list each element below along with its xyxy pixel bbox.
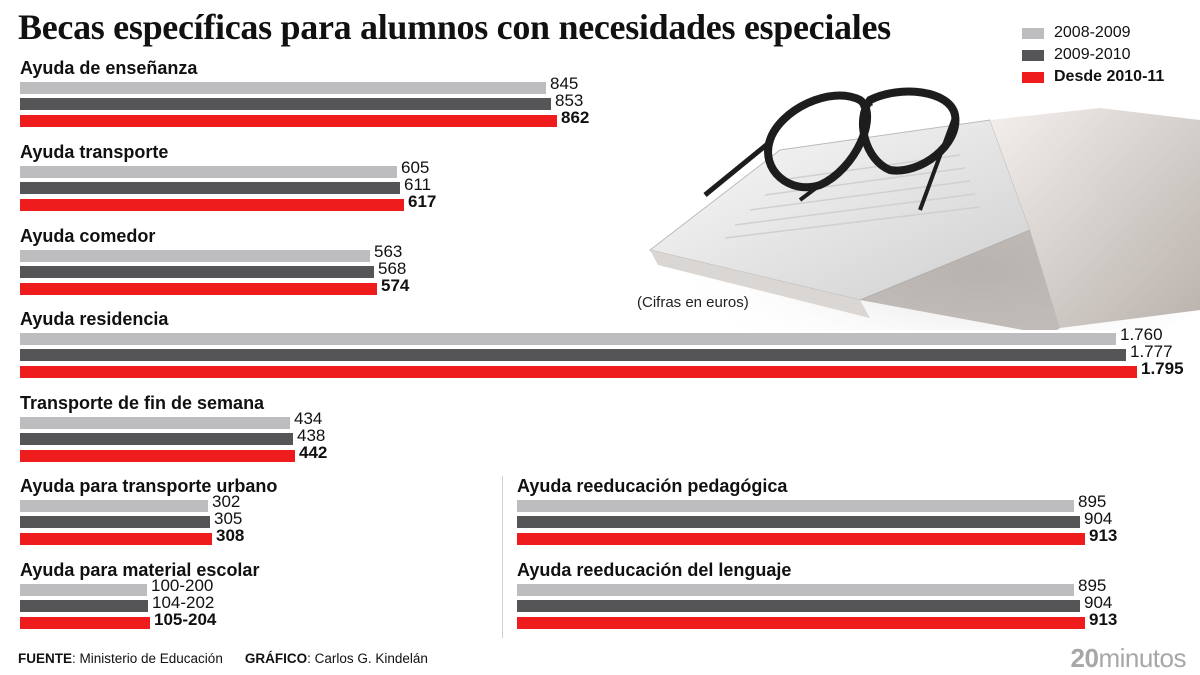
bar-value-label: 434 bbox=[294, 409, 323, 428]
bar-value-label: 1.795 bbox=[1141, 359, 1184, 378]
legend-swatch bbox=[1022, 72, 1044, 83]
units-note: (Cifras en euros) bbox=[637, 294, 749, 311]
bar-2 bbox=[20, 433, 293, 445]
bar-1 bbox=[20, 584, 147, 596]
bar-2 bbox=[20, 182, 400, 194]
bar-value-label: 904 bbox=[1084, 509, 1113, 528]
bar-value-label: 100-200 bbox=[151, 576, 214, 595]
bar-value-label: 853 bbox=[555, 91, 584, 110]
bar-value-label: 611 bbox=[404, 175, 432, 194]
bar-value-label: 563 bbox=[374, 242, 403, 261]
bar-value-label: 305 bbox=[214, 509, 243, 528]
category-label: Ayuda para material escolar bbox=[20, 560, 260, 580]
bar-value-label: 1.777 bbox=[1130, 342, 1173, 361]
book-and-glasses-image bbox=[648, 87, 1200, 330]
bar-value-label: 895 bbox=[1078, 492, 1107, 511]
bar-value-label: 308 bbox=[216, 526, 245, 545]
category-label: Ayuda comedor bbox=[20, 226, 156, 246]
bar-3 bbox=[20, 450, 295, 462]
brand-logo: 20minutos bbox=[1070, 643, 1187, 674]
credit-text: : Carlos G. Kindelán bbox=[307, 651, 428, 666]
bar-3 bbox=[20, 617, 150, 629]
source-text: : Ministerio de Educación bbox=[72, 651, 223, 666]
bar-1 bbox=[517, 500, 1074, 512]
bar-3 bbox=[20, 283, 377, 295]
category-label: Ayuda reeducación del lenguaje bbox=[517, 560, 792, 580]
bar-3 bbox=[20, 366, 1137, 378]
bar-value-label: 862 bbox=[561, 108, 590, 127]
bar-value-label: 617 bbox=[408, 192, 437, 211]
bar-value-label: 438 bbox=[297, 426, 326, 445]
legend-swatch bbox=[1022, 50, 1044, 61]
legend-swatch bbox=[1022, 28, 1044, 39]
bar-2 bbox=[20, 349, 1126, 361]
bar-3 bbox=[517, 533, 1085, 545]
bar-1 bbox=[20, 333, 1116, 345]
bar-value-label: 913 bbox=[1089, 610, 1118, 629]
bar-1 bbox=[20, 82, 546, 94]
bar-1 bbox=[20, 250, 370, 262]
bar-2 bbox=[517, 600, 1080, 612]
bar-1 bbox=[20, 166, 397, 178]
footer-credits: FUENTE: Ministerio de Educación GRÁFICO: … bbox=[18, 651, 428, 666]
bar-1 bbox=[20, 417, 290, 429]
bar-2 bbox=[517, 516, 1080, 528]
bar-value-label: 904 bbox=[1084, 593, 1113, 612]
bar-value-label: 574 bbox=[381, 276, 410, 295]
category-label: Ayuda residencia bbox=[20, 309, 169, 329]
bar-value-label: 442 bbox=[299, 443, 328, 462]
category-label: Transporte de fin de semana bbox=[20, 393, 265, 413]
bar-value-label: 302 bbox=[212, 492, 241, 511]
brand-text: minutos bbox=[1098, 643, 1186, 673]
chart-title: Becas específicas para alumnos con neces… bbox=[18, 7, 891, 47]
bar-value-label: 913 bbox=[1089, 526, 1118, 545]
bar-2 bbox=[20, 516, 210, 528]
bar-value-label: 845 bbox=[550, 74, 579, 93]
bar-3 bbox=[517, 617, 1085, 629]
category-label: Ayuda de enseñanza bbox=[20, 58, 198, 78]
category-label: Ayuda para transporte urbano bbox=[20, 476, 278, 496]
bar-value-label: 895 bbox=[1078, 576, 1107, 595]
bar-value-label: 568 bbox=[378, 259, 407, 278]
bar-1 bbox=[517, 584, 1074, 596]
bar-2 bbox=[20, 600, 148, 612]
bar-value-label: 1.760 bbox=[1120, 325, 1163, 344]
legend-label: Desde 2010-11 bbox=[1054, 68, 1165, 85]
column-divider bbox=[502, 476, 503, 638]
legend-label: 2009-2010 bbox=[1054, 46, 1131, 63]
source-label: FUENTE bbox=[18, 651, 72, 666]
legend-label: 2008-2009 bbox=[1054, 24, 1131, 41]
bar-3 bbox=[20, 199, 404, 211]
category-label: Ayuda reeducación pedagógica bbox=[517, 476, 788, 496]
bar-1 bbox=[20, 500, 208, 512]
category-label: Ayuda transporte bbox=[20, 142, 169, 162]
credit-label: GRÁFICO bbox=[244, 651, 308, 666]
bar-3 bbox=[20, 533, 212, 545]
bar-2 bbox=[20, 266, 374, 278]
bar-2 bbox=[20, 98, 551, 110]
brand-number: 20 bbox=[1070, 643, 1099, 673]
bar-3 bbox=[20, 115, 557, 127]
bar-value-label: 605 bbox=[401, 158, 430, 177]
bar-value-label: 105-204 bbox=[154, 610, 217, 629]
bar-value-label: 104-202 bbox=[152, 593, 215, 612]
